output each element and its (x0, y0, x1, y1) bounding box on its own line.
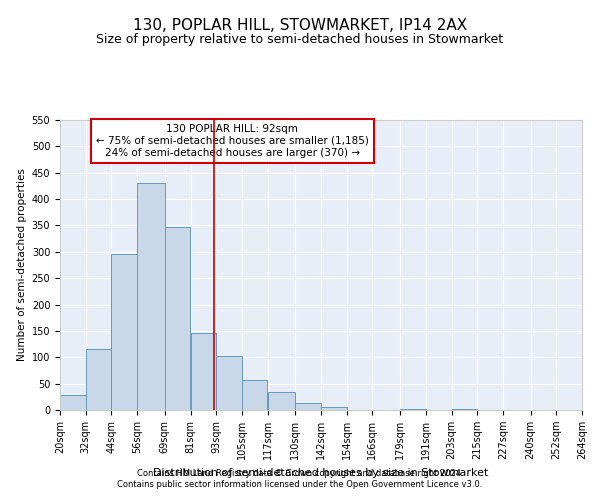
Text: Contains HM Land Registry data © Crown copyright and database right 2024.: Contains HM Land Registry data © Crown c… (137, 468, 463, 477)
Text: 130, POPLAR HILL, STOWMARKET, IP14 2AX: 130, POPLAR HILL, STOWMARKET, IP14 2AX (133, 18, 467, 32)
Bar (242, 380, 268, 410)
Bar (112, 254, 137, 410)
Y-axis label: Number of semi-detached properties: Number of semi-detached properties (17, 168, 28, 362)
Bar (268, 392, 295, 410)
Text: Size of property relative to semi-detached houses in Stowmarket: Size of property relative to semi-detach… (97, 32, 503, 46)
X-axis label: Distribution of semi-detached houses by size in Stowmarket: Distribution of semi-detached houses by … (154, 468, 488, 477)
Bar (321, 408, 347, 410)
Bar (86, 350, 111, 410)
Bar (191, 333, 216, 410)
Bar (60, 395, 86, 410)
Bar (216, 356, 242, 410)
Bar (165, 226, 190, 410)
Bar (137, 184, 165, 410)
Bar (295, 403, 321, 410)
Bar (400, 409, 426, 410)
Text: 130 POPLAR HILL: 92sqm
← 75% of semi-detached houses are smaller (1,185)
24% of : 130 POPLAR HILL: 92sqm ← 75% of semi-det… (96, 124, 368, 158)
Text: Contains public sector information licensed under the Open Government Licence v3: Contains public sector information licen… (118, 480, 482, 489)
